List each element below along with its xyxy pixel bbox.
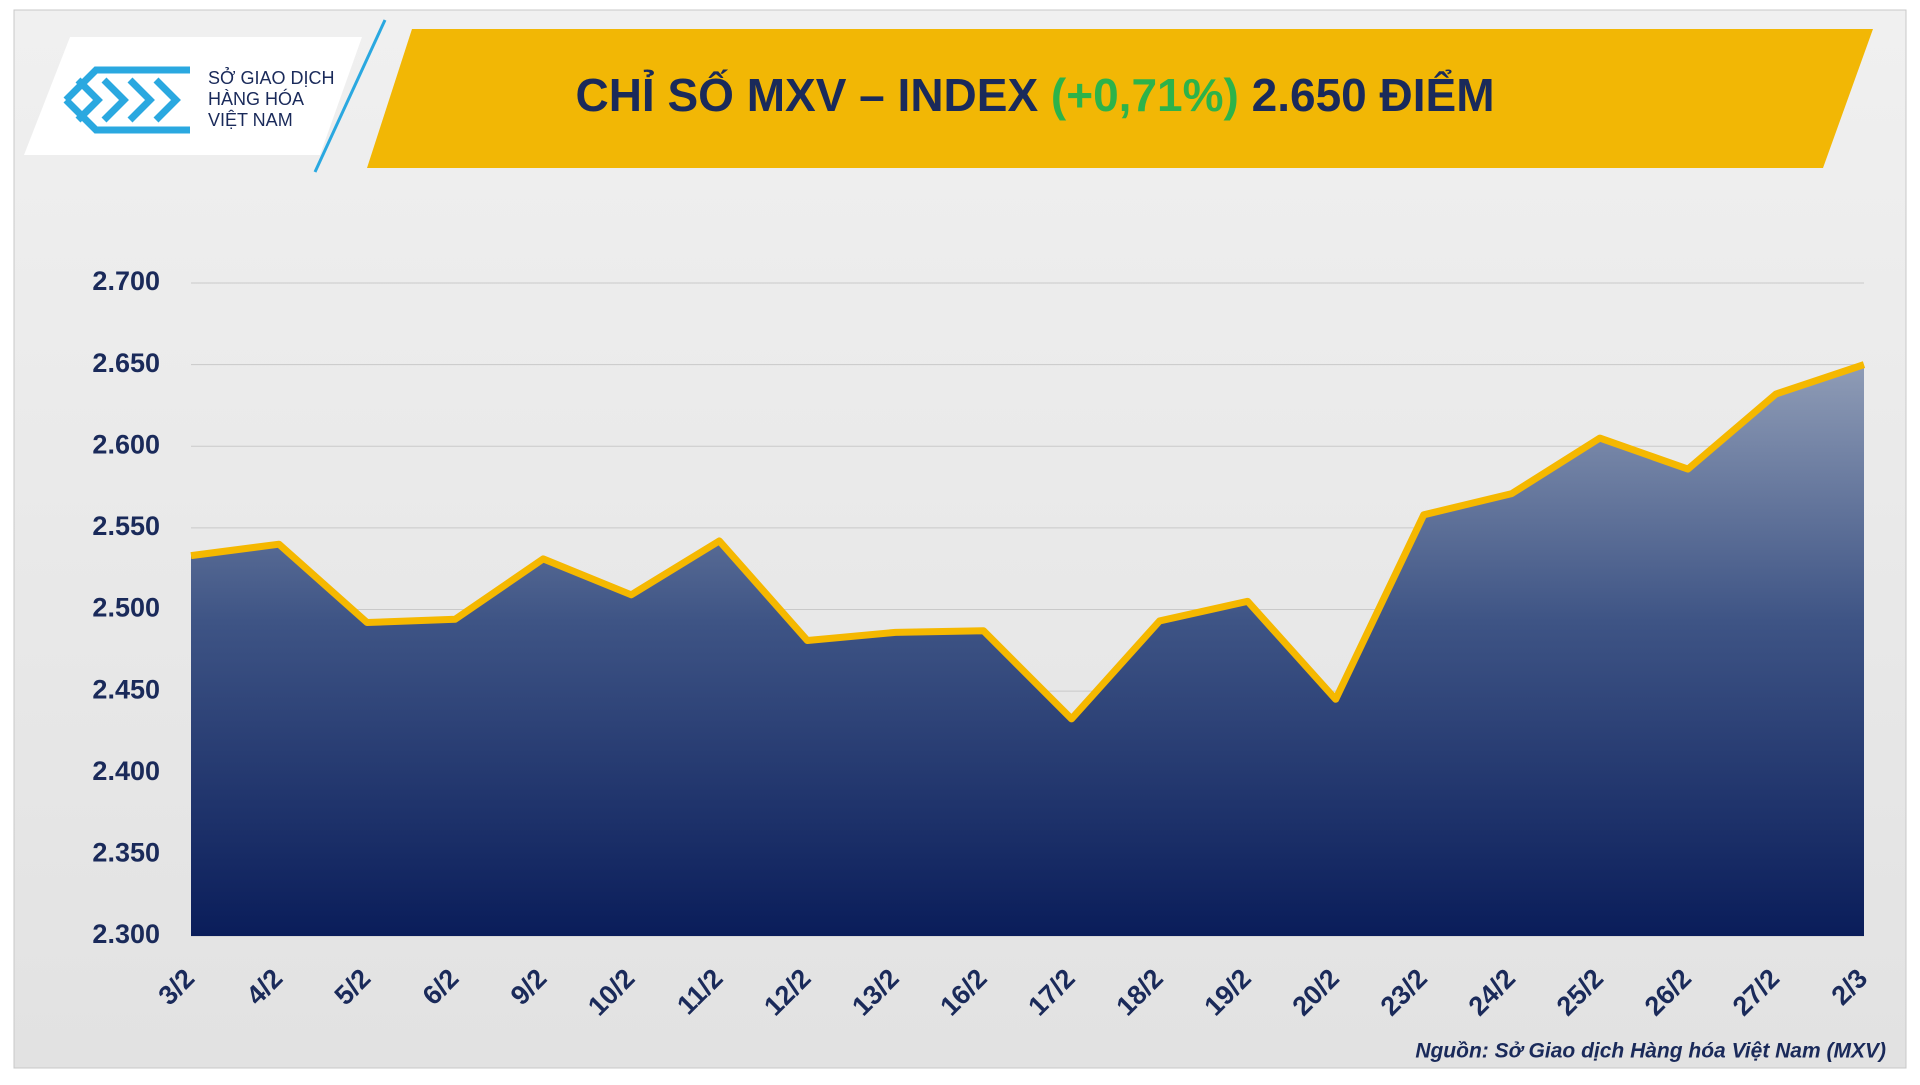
y-tick-label: 2.450 xyxy=(92,674,160,704)
chart-title: CHỈ SỐ MXV – INDEX (+0,71%) 2.650 ĐIỂM xyxy=(575,69,1494,121)
y-tick-label: 2.600 xyxy=(92,429,160,459)
y-tick-label: 2.500 xyxy=(92,593,160,623)
area xyxy=(191,364,1864,936)
title-value: 2.650 ĐIỂM xyxy=(1252,69,1495,121)
logo-text: SỞ GIAO DỊCH xyxy=(208,67,334,88)
y-tick-label: 2.400 xyxy=(92,756,160,786)
logo-text: HÀNG HÓA xyxy=(208,88,304,109)
logo-text: VIỆT NAM xyxy=(208,110,293,130)
y-tick-label: 2.300 xyxy=(92,919,160,949)
line xyxy=(190,361,1866,723)
y-tick-label: 2.700 xyxy=(92,266,160,296)
title-change: (+0,71%) xyxy=(1051,69,1239,121)
y-tick-label: 2.550 xyxy=(92,511,160,541)
logo-stripe xyxy=(313,19,387,173)
title-main: CHỈ SỐ MXV – INDEX xyxy=(575,69,1038,121)
y-tick-label: 2.650 xyxy=(92,348,160,378)
logo-icon xyxy=(63,66,190,134)
source-note: Nguồn: Sở Giao dịch Hàng hóa Việt Nam (M… xyxy=(1415,1040,1886,1063)
y-tick-label: 2.350 xyxy=(92,838,160,868)
title-banner xyxy=(367,29,1873,168)
